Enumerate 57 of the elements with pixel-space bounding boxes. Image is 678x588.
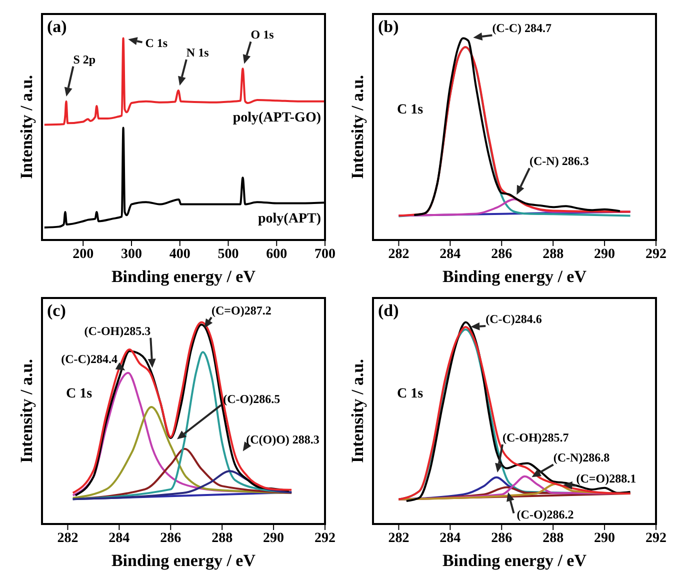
x-tick-label: 288: [542, 530, 564, 546]
x-tick-label: 282: [388, 246, 410, 262]
x-tick-label: 290: [263, 530, 284, 546]
x-tick-label: 500: [218, 246, 239, 262]
x-tick-label: 286: [160, 530, 182, 546]
y-axis-title: Intensity / a.u.: [17, 359, 36, 463]
x-tick-label: 282: [57, 530, 78, 546]
x-tick-label: 400: [169, 246, 190, 262]
x-tick-label: 286: [491, 246, 512, 262]
annotation: C 1s: [397, 102, 424, 118]
series-label: poly(APT-GO): [232, 110, 322, 126]
annotation: (C-N)286.8: [553, 450, 610, 465]
x-tick-label: 284: [440, 246, 461, 262]
annotation: C 1s: [397, 386, 424, 402]
x-tick-label: 282: [388, 530, 410, 546]
x-tick-label: 700: [314, 246, 336, 262]
x-tick-label: 284: [108, 530, 130, 546]
x-tick-label: 284: [440, 530, 461, 546]
annotation: (C-C) 284.7: [492, 21, 552, 36]
annotation: O 1s: [250, 28, 274, 42]
series-label: poly(APT): [258, 212, 322, 227]
annotation: (C-OH)285.3: [84, 324, 151, 338]
x-tick-label: 600: [266, 246, 288, 262]
annotation: C 1s: [66, 386, 93, 402]
annotation: (C-OH)285.7: [502, 430, 569, 444]
x-tick-label: 290: [594, 530, 616, 546]
y-axis-title: Intensity / a.u.: [348, 359, 367, 463]
x-axis-title: Binding energy / eV: [442, 551, 588, 570]
annotation: (C-C)284.6: [486, 312, 542, 326]
y-axis-title: Intensity / a.u.: [348, 75, 367, 179]
chart-title: (d): [378, 301, 399, 320]
annotation: C 1s: [145, 36, 168, 50]
annotation: (C=O)287.2: [212, 303, 272, 318]
x-axis-title: Binding energy / eV: [111, 551, 256, 570]
x-tick-label: 292: [646, 246, 666, 262]
x-tick-label: 292: [314, 530, 336, 546]
chart-title: (a): [47, 17, 67, 36]
x-tick-label: 292: [646, 530, 666, 546]
y-axis-title: Intensity / a.u.: [17, 75, 36, 179]
x-tick-label: 290: [594, 246, 616, 262]
x-tick-label: 286: [491, 530, 512, 546]
annotation: (C-C)284.4: [61, 352, 118, 366]
x-axis-title: Binding energy / eV: [442, 267, 588, 286]
x-tick-label: 288: [542, 246, 564, 262]
chart-title: (b): [378, 17, 399, 36]
x-tick-label: 288: [212, 530, 233, 546]
chart-title: (c): [47, 301, 66, 320]
annotation: (C-O)286.2: [516, 507, 574, 522]
annotation: S 2p: [73, 52, 96, 66]
annotation: (C-O)286.5: [223, 392, 280, 406]
annotation: (C(O)O) 288.3: [246, 432, 320, 446]
x-axis-title: Binding energy / eV: [111, 267, 256, 286]
annotation: N 1s: [186, 45, 210, 60]
annotation: (C=O)288.1: [576, 472, 636, 486]
annotation: (C-N) 286.3: [530, 154, 589, 168]
x-tick-label: 300: [120, 246, 142, 262]
x-tick-label: 200: [72, 246, 94, 262]
